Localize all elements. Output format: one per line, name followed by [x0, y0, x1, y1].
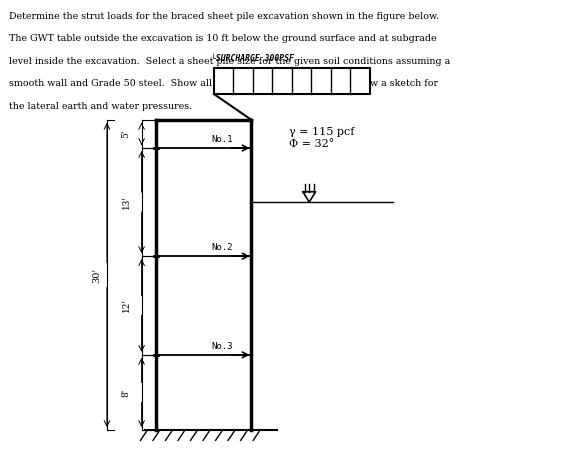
- Text: the lateral earth and water pressures.: the lateral earth and water pressures.: [9, 102, 192, 111]
- Text: 5': 5': [121, 130, 131, 138]
- Bar: [214, 68, 370, 94]
- Text: └SURCHARGE 300PSF: └SURCHARGE 300PSF: [211, 54, 294, 63]
- Text: smooth wall and Grade 50 steel.  Show all your work for each step and draw a ske: smooth wall and Grade 50 steel. Show all…: [9, 79, 438, 88]
- Text: 8': 8': [121, 388, 131, 397]
- Text: 13': 13': [121, 195, 131, 209]
- Text: Determine the strut loads for the braced sheet pile excavation shown in the figu: Determine the strut loads for the braced…: [9, 12, 439, 21]
- Text: 12': 12': [121, 298, 131, 313]
- Text: No.3: No.3: [211, 342, 232, 351]
- Text: No.1: No.1: [211, 135, 232, 144]
- Text: γ = 115 pcf
Φ = 32°: γ = 115 pcf Φ = 32°: [289, 127, 354, 149]
- Text: 30': 30': [92, 267, 101, 282]
- Text: level inside the excavation.  Select a sheet pile size for the given soil condit: level inside the excavation. Select a sh…: [9, 57, 450, 66]
- Text: The GWT table outside the excavation is 10 ft below the ground surface and at su: The GWT table outside the excavation is …: [9, 34, 436, 43]
- Text: No.2: No.2: [211, 243, 232, 252]
